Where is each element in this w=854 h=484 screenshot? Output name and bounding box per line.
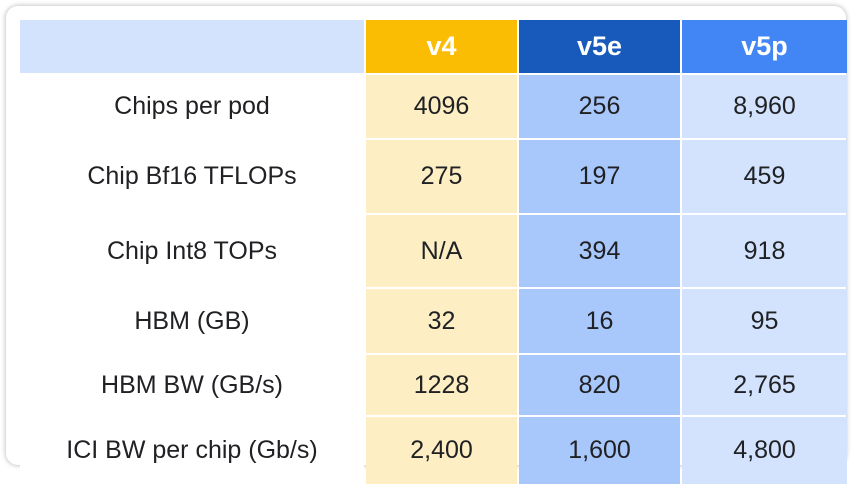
cell-v5e-bf16-tflops: 197 [519, 140, 680, 213]
cell-v4-chips-per-pod: 4096 [366, 75, 517, 138]
cell-v4-bf16-tflops: 275 [366, 140, 517, 213]
cell-v5p-int8-tops: 918 [682, 215, 847, 287]
row-label-hbm-bw: HBM BW (GB/s) [20, 355, 364, 415]
cell-v5p-hbm-bw: 2,765 [682, 355, 847, 415]
header-v5p: v5p [682, 20, 847, 73]
cell-v5e-ici-bw: 1,600 [519, 417, 680, 484]
cell-v4-hbm-gb: 32 [366, 289, 517, 353]
comparison-table: v4 v5e v5p Chips per pod 4096 256 8,960 … [20, 20, 847, 484]
comparison-table-card: v4 v5e v5p Chips per pod 4096 256 8,960 … [6, 6, 847, 484]
row-label-bf16-tflops: Chip Bf16 TFLOPs [20, 140, 364, 213]
cell-v4-ici-bw: 2,400 [366, 417, 517, 484]
cell-v4-hbm-bw: 1228 [366, 355, 517, 415]
row-label-chips-per-pod: Chips per pod [20, 75, 364, 138]
cell-v5e-hbm-bw: 820 [519, 355, 680, 415]
cell-v5p-chips-per-pod: 8,960 [682, 75, 847, 138]
cell-v5e-int8-tops: 394 [519, 215, 680, 287]
cell-v5p-ici-bw: 4,800 [682, 417, 847, 484]
header-corner [20, 20, 364, 73]
row-label-ici-bw: ICI BW per chip (Gb/s) [20, 417, 364, 484]
row-label-int8-tops: Chip Int8 TOPs [20, 215, 364, 287]
cell-v5p-bf16-tflops: 459 [682, 140, 847, 213]
cell-v5e-hbm-gb: 16 [519, 289, 680, 353]
cell-v5e-chips-per-pod: 256 [519, 75, 680, 138]
row-label-hbm-gb: HBM (GB) [20, 289, 364, 353]
header-v5e: v5e [519, 20, 680, 73]
header-v4: v4 [366, 20, 517, 73]
cell-v5p-hbm-gb: 95 [682, 289, 847, 353]
cell-v4-int8-tops: N/A [366, 215, 517, 287]
